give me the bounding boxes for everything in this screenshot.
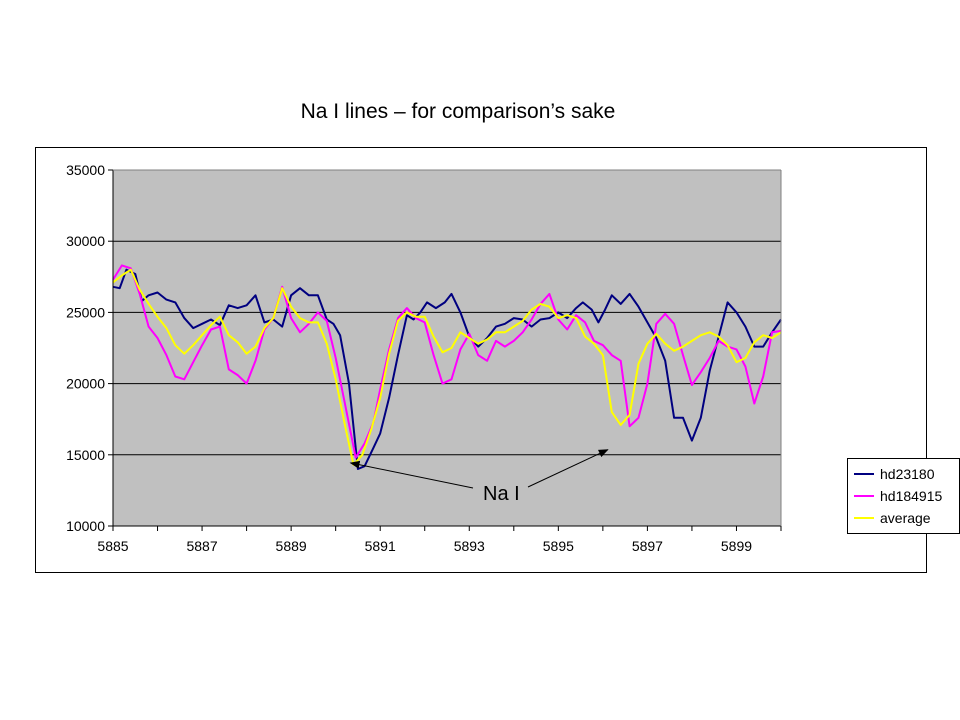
legend-swatch-hd23180 <box>854 473 874 475</box>
chart-area: 10000 15000 20000 25000 30000 35000 5885 5887 58… <box>35 147 960 573</box>
y-tick-label: 15000 <box>66 447 105 463</box>
legend-swatch-average <box>854 517 874 519</box>
annotation-arrow <box>349 460 474 489</box>
x-tick-label: 5897 <box>632 538 663 554</box>
x-tick-label: 5889 <box>276 538 307 554</box>
x-tick-label: 5887 <box>186 538 217 554</box>
legend-label: average <box>880 510 931 526</box>
axes <box>108 169 782 531</box>
series-line-average <box>112 268 782 466</box>
tick-labels: 10000 15000 20000 25000 30000 35000 5885 5887 58… <box>66 162 752 554</box>
x-tick-label: 5891 <box>365 538 396 554</box>
legend-item: hd184915 <box>854 486 942 506</box>
y-tick-label: 35000 <box>66 162 105 178</box>
y-tick-label: 30000 <box>66 233 105 249</box>
x-tick-label: 5899 <box>721 538 752 554</box>
legend-item: average <box>854 508 931 528</box>
x-tick-label: 5885 <box>97 538 128 554</box>
legend-item: hd23180 <box>854 464 935 484</box>
legend-swatch-hd184915 <box>854 495 874 497</box>
annotation: Na I <box>349 449 609 505</box>
annotation-label: Na I <box>483 483 520 505</box>
slide-title: Na I lines – for comparison’s sake <box>300 100 616 123</box>
line-chart: 10000 15000 20000 25000 30000 35000 5885 5887 58… <box>66 162 782 554</box>
series-line-hd184915 <box>112 264 782 459</box>
legend-label: hd184915 <box>880 488 943 504</box>
y-tick-label: 25000 <box>66 304 105 320</box>
x-tick-label: 5895 <box>543 538 574 554</box>
y-tick-label: 10000 <box>66 518 105 534</box>
gridlines <box>113 169 781 456</box>
series-lines <box>112 264 782 470</box>
legend-label: hd23180 <box>880 466 935 482</box>
annotation-arrow <box>527 449 609 488</box>
x-tick-label: 5893 <box>454 538 485 554</box>
legend: hd23180 hd184915 average <box>847 458 960 534</box>
y-tick-label: 20000 <box>66 376 105 392</box>
